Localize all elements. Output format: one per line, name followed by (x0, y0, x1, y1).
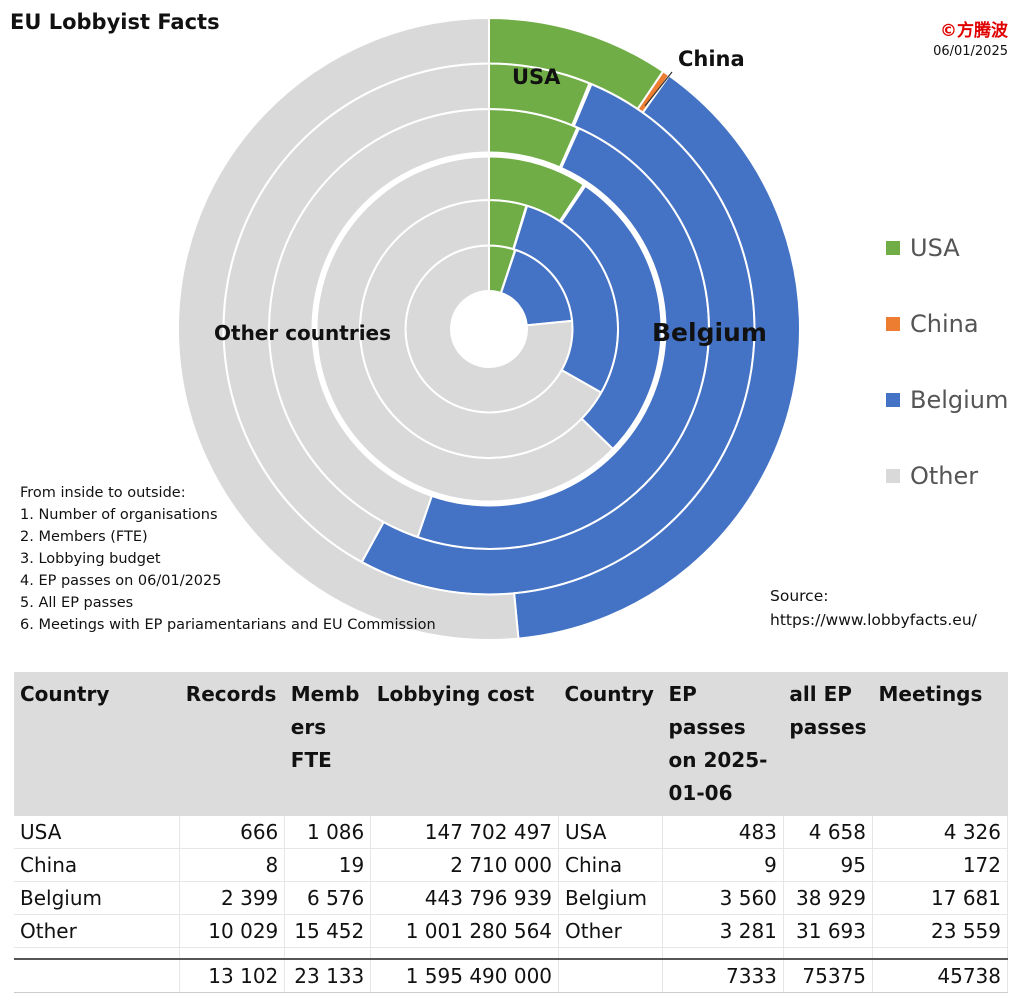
table-cell: China (558, 848, 664, 882)
ring-order-notes: From inside to outside: 1. Number of org… (20, 482, 436, 636)
table-cell: 15 452 (284, 914, 372, 948)
table-cell: USA (558, 816, 664, 849)
table-cell: Belgium (14, 881, 181, 915)
table-cell: 23 559 (872, 914, 1008, 948)
table-cell: 483 (662, 816, 784, 849)
chart-title: EU Lobbyist Facts (10, 10, 220, 34)
table-cell: Other (14, 914, 181, 948)
table-row: USA 666 1 086 147 702 497 USA 483 4 658 … (14, 816, 1008, 849)
legend-swatch-other (886, 469, 900, 483)
notes-heading: From inside to outside: (20, 485, 186, 501)
table-cell: 9 (662, 848, 784, 882)
ring-6-segment-other (177, 16, 520, 641)
table-cell: 4 658 (783, 816, 874, 849)
table-cell: 666 (179, 816, 286, 849)
china-leader-line (644, 71, 673, 107)
notes-item: 2. Members (FTE) (20, 529, 148, 545)
notes-item: 5. All EP passes (20, 595, 134, 611)
table-cell: 4 326 (872, 816, 1008, 849)
notes-item: 1. Number of organisations (20, 507, 218, 523)
source-label: Source: (770, 587, 829, 605)
table-cell: 172 (872, 848, 1008, 882)
total-cell: 13 102 (179, 958, 286, 993)
annotation-belgium: Belgium (652, 318, 767, 347)
legend-label-other: Other (910, 462, 979, 490)
column-header: Country (14, 672, 180, 816)
column-header: Country (558, 672, 663, 816)
date-label: 06/01/2025 (933, 44, 1008, 59)
table-cell: 6 576 (284, 881, 372, 915)
column-header: Records (179, 672, 285, 816)
legend-item-belgium: Belgium (886, 385, 1008, 415)
table-cell: 95 (783, 848, 874, 882)
table-cell: Belgium (558, 881, 664, 915)
legend-swatch-china (886, 317, 900, 331)
annotation-usa: USA (512, 65, 561, 89)
table-cell: China (14, 848, 181, 882)
table-header-row: Country Records Memb ers FTE Lobbying co… (14, 672, 1008, 816)
column-header: EP passes on 2025-01-06 (662, 672, 784, 816)
copyright-label: ©方腾波 (940, 21, 1008, 41)
table-total-row: 13 102 23 133 1 595 490 000 7333 75375 4… (14, 958, 1008, 993)
column-header: Meetings (872, 672, 1008, 816)
total-cell: 7333 (662, 958, 784, 993)
table-cell: 1 086 (284, 816, 372, 849)
table-cell: USA (14, 816, 181, 849)
annotation-china: China (678, 47, 745, 71)
table-cell: 3 281 (662, 914, 784, 948)
total-cell: 23 133 (284, 958, 372, 993)
legend-item-usa: USA (886, 233, 960, 263)
legend-item-china: China (886, 309, 979, 339)
table-cell: 443 796 939 (370, 881, 560, 915)
table-row: Belgium 2 399 6 576 443 796 939 Belgium … (14, 881, 1008, 915)
table-cell: 38 929 (783, 881, 874, 915)
table-cell: 31 693 (783, 914, 874, 948)
column-header: all EP passes (783, 672, 873, 816)
table-cell (14, 958, 181, 993)
legend-swatch-usa (886, 241, 900, 255)
table-cell: 10 029 (179, 914, 286, 948)
column-header: Memb ers FTE (284, 672, 371, 816)
legend-label-china: China (910, 310, 979, 338)
table-cell: Other (558, 914, 664, 948)
source-note: Source: https://www.lobbyfacts.eu/ (770, 584, 977, 632)
table-cell: 3 560 (662, 881, 784, 915)
table-cell: 8 (179, 848, 286, 882)
legend-label-usa: USA (910, 234, 960, 262)
total-cell: 45738 (872, 958, 1008, 993)
table-cell (558, 958, 664, 993)
table-cell: 2 399 (179, 881, 286, 915)
data-table: Country Records Memb ers FTE Lobbying co… (14, 672, 1008, 993)
column-header: Lobbying cost (370, 672, 559, 816)
notes-item: 6. Meetings with EP pariamentarians and … (20, 617, 436, 633)
notes-item: 3. Lobbying budget (20, 551, 161, 567)
doughnut-chart: USA China Belgium Other countries (177, 16, 801, 641)
table-cell: 2 710 000 (370, 848, 560, 882)
legend-label-belgium: Belgium (910, 386, 1009, 414)
table-spacer-row (14, 947, 1008, 960)
table-row: China 8 19 2 710 000 China 9 95 172 (14, 848, 1008, 882)
source-url[interactable]: https://www.lobbyfacts.eu/ (770, 611, 977, 629)
table-row: Other 10 029 15 452 1 001 280 564 Other … (14, 914, 1008, 948)
table-cell: 147 702 497 (370, 816, 560, 849)
table-cell: 19 (284, 848, 372, 882)
notes-item: 4. EP passes on 06/01/2025 (20, 573, 222, 589)
legend-swatch-belgium (886, 393, 900, 407)
total-cell: 75375 (783, 958, 874, 993)
ring-gap (311, 151, 667, 507)
total-cell: 1 595 490 000 (370, 958, 560, 993)
table-cell: 1 001 280 564 (370, 914, 560, 948)
table-cell: 17 681 (872, 881, 1008, 915)
annotation-other: Other countries (214, 321, 391, 345)
legend-item-other: Other (886, 461, 978, 491)
